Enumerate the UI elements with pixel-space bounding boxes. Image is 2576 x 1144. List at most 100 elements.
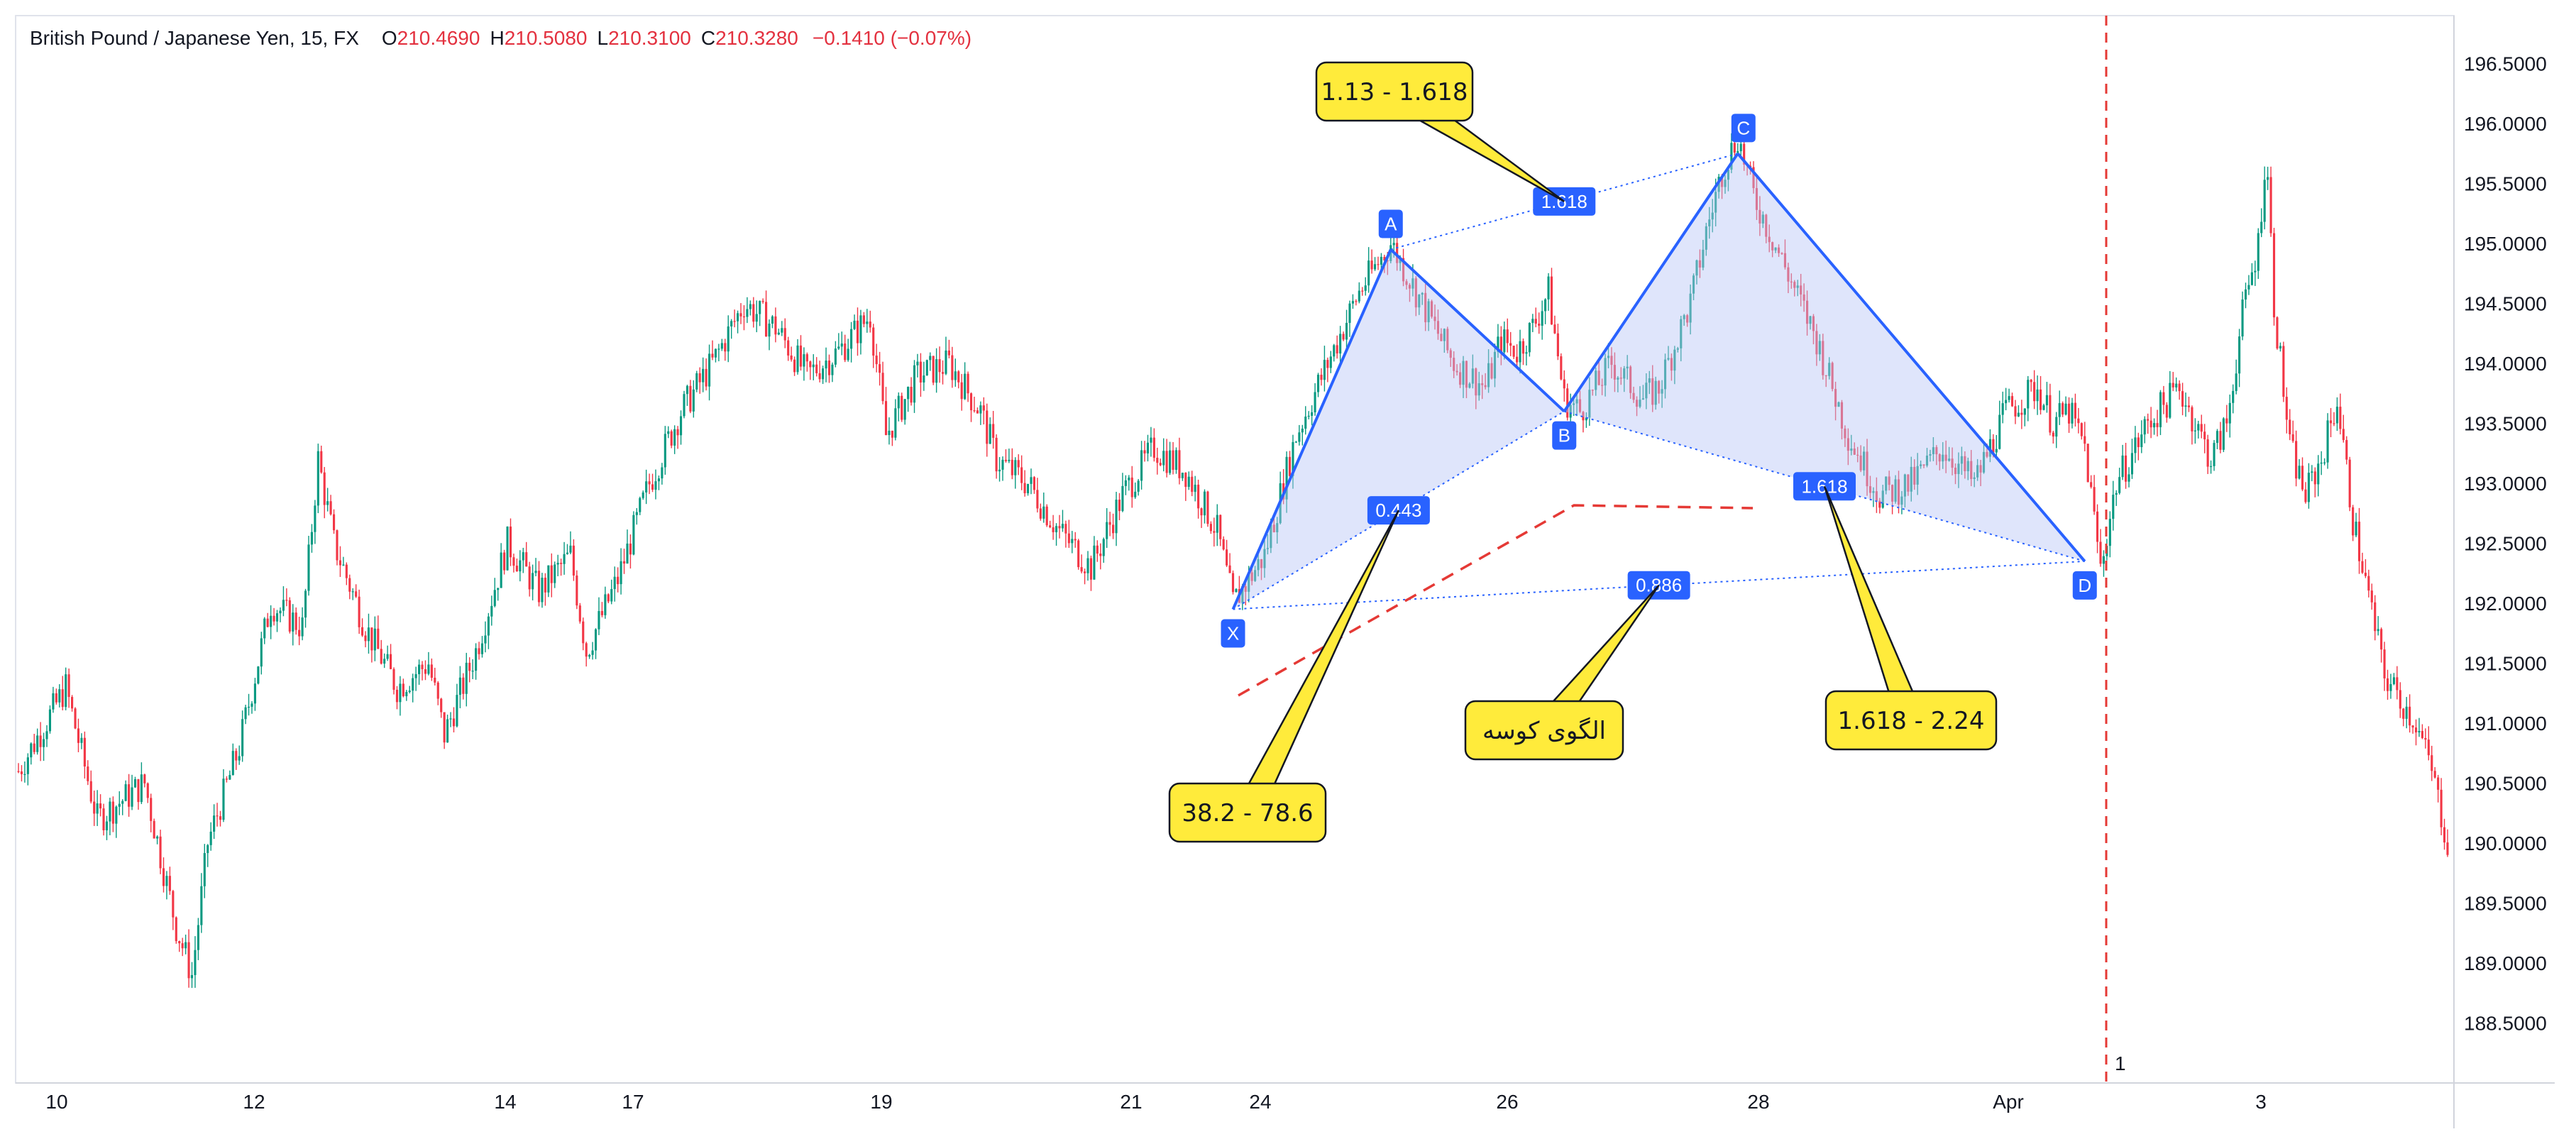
price-tick-label: 189.0000 xyxy=(2464,952,2547,974)
candle-body xyxy=(133,779,137,788)
candle-body xyxy=(2352,507,2355,536)
candle-body xyxy=(395,689,399,703)
candle-body xyxy=(532,573,534,590)
candle-body xyxy=(537,571,541,603)
candle-body xyxy=(1194,484,1196,493)
candle-body xyxy=(275,613,279,622)
candle-body xyxy=(2210,466,2213,468)
candle-body xyxy=(71,697,74,709)
callout-text: الگوی کوسه xyxy=(1482,717,1606,745)
candle-body xyxy=(2389,683,2392,691)
candle-body xyxy=(2014,406,2017,417)
change-value: −0.1410 (−0.07%) xyxy=(812,27,972,49)
candle-body xyxy=(443,712,446,743)
candle-body xyxy=(2367,576,2370,591)
candle-body xyxy=(1026,483,1030,494)
candle-body xyxy=(1433,317,1436,321)
candle-body xyxy=(1774,247,1777,251)
candle-body xyxy=(1521,341,1525,354)
candle-body xyxy=(1938,454,1941,462)
candle-body xyxy=(1673,349,1676,371)
candle-body xyxy=(421,664,424,669)
candle-body xyxy=(1783,253,1787,268)
candle-body xyxy=(1475,368,1477,396)
candle-body xyxy=(1389,245,1392,261)
candle-body xyxy=(194,950,197,975)
candle-body xyxy=(2409,706,2411,726)
candle-body xyxy=(1143,450,1146,453)
candle-body xyxy=(635,512,638,515)
candle-body xyxy=(2329,420,2333,424)
candle-body xyxy=(1257,559,1260,571)
candle-body xyxy=(1837,402,1840,407)
candle-body xyxy=(17,771,20,772)
candle-body xyxy=(2222,418,2225,450)
candle-body xyxy=(1951,458,1954,468)
candle-body xyxy=(879,364,881,373)
candle-body xyxy=(1503,329,1506,353)
candle-body xyxy=(1099,554,1102,556)
candle-body xyxy=(692,389,695,412)
candle-body xyxy=(1440,334,1443,341)
candle-body xyxy=(1405,281,1408,285)
candle-body xyxy=(853,320,856,329)
candle-body xyxy=(976,410,979,414)
candle-body xyxy=(392,669,395,690)
candle-body xyxy=(992,424,995,438)
candle-body xyxy=(1342,334,1345,340)
candle-body xyxy=(783,328,786,341)
candle-body xyxy=(2115,493,2118,495)
candle-body xyxy=(1758,209,1761,224)
candle-body xyxy=(1525,352,1528,354)
point-label-D: D xyxy=(2078,575,2091,596)
candle-body xyxy=(2257,233,2259,271)
symbol-title[interactable]: British Pound / Japanese Yen, 15, FX xyxy=(30,27,359,49)
candle-body xyxy=(793,359,796,373)
candle-body xyxy=(1824,375,1827,376)
candle-body xyxy=(279,610,282,614)
candle-body xyxy=(1414,278,1417,308)
candle-body xyxy=(1998,414,2001,449)
candle-body xyxy=(1254,570,1257,581)
candle-body xyxy=(847,348,849,361)
candle-body xyxy=(1866,451,1868,487)
candle-body xyxy=(1484,385,1487,387)
candle-body xyxy=(1045,506,1048,526)
candle-body xyxy=(402,683,404,697)
candle-body xyxy=(1266,548,1269,549)
candle-body xyxy=(1248,572,1250,592)
candle-body xyxy=(2137,437,2140,448)
leg-CD xyxy=(1736,153,2086,563)
candle-body xyxy=(578,605,581,622)
candle-body xyxy=(2153,423,2156,428)
candle-body xyxy=(181,943,184,949)
candle-body xyxy=(270,615,273,627)
candle-body xyxy=(430,664,433,678)
candle-body xyxy=(566,552,569,554)
candle-body xyxy=(768,324,771,337)
symbol-legend[interactable]: British Pound / Japanese Yen, 15, FX O 21… xyxy=(30,27,971,50)
candle-body xyxy=(2084,436,2086,444)
candle-body xyxy=(1074,539,1077,541)
candle-body xyxy=(654,481,657,490)
candle-body xyxy=(1913,466,1916,485)
candle-body xyxy=(1260,559,1263,568)
candle-body xyxy=(1377,264,1380,265)
candle-body xyxy=(657,478,660,482)
candle-body xyxy=(664,434,666,468)
candle-body xyxy=(1720,177,1724,187)
candle-body xyxy=(1191,476,1194,493)
candle-body xyxy=(2364,573,2367,576)
candle-body xyxy=(1298,432,1301,442)
candle-body xyxy=(550,565,553,583)
candle-body xyxy=(2033,382,2036,402)
candle-body xyxy=(1648,378,1651,383)
candle-body xyxy=(1986,451,1988,457)
candle-body xyxy=(720,343,723,349)
candle-body xyxy=(812,364,815,368)
candle-body xyxy=(307,544,310,591)
candle-body xyxy=(292,612,295,632)
candle-body xyxy=(2093,487,2096,512)
